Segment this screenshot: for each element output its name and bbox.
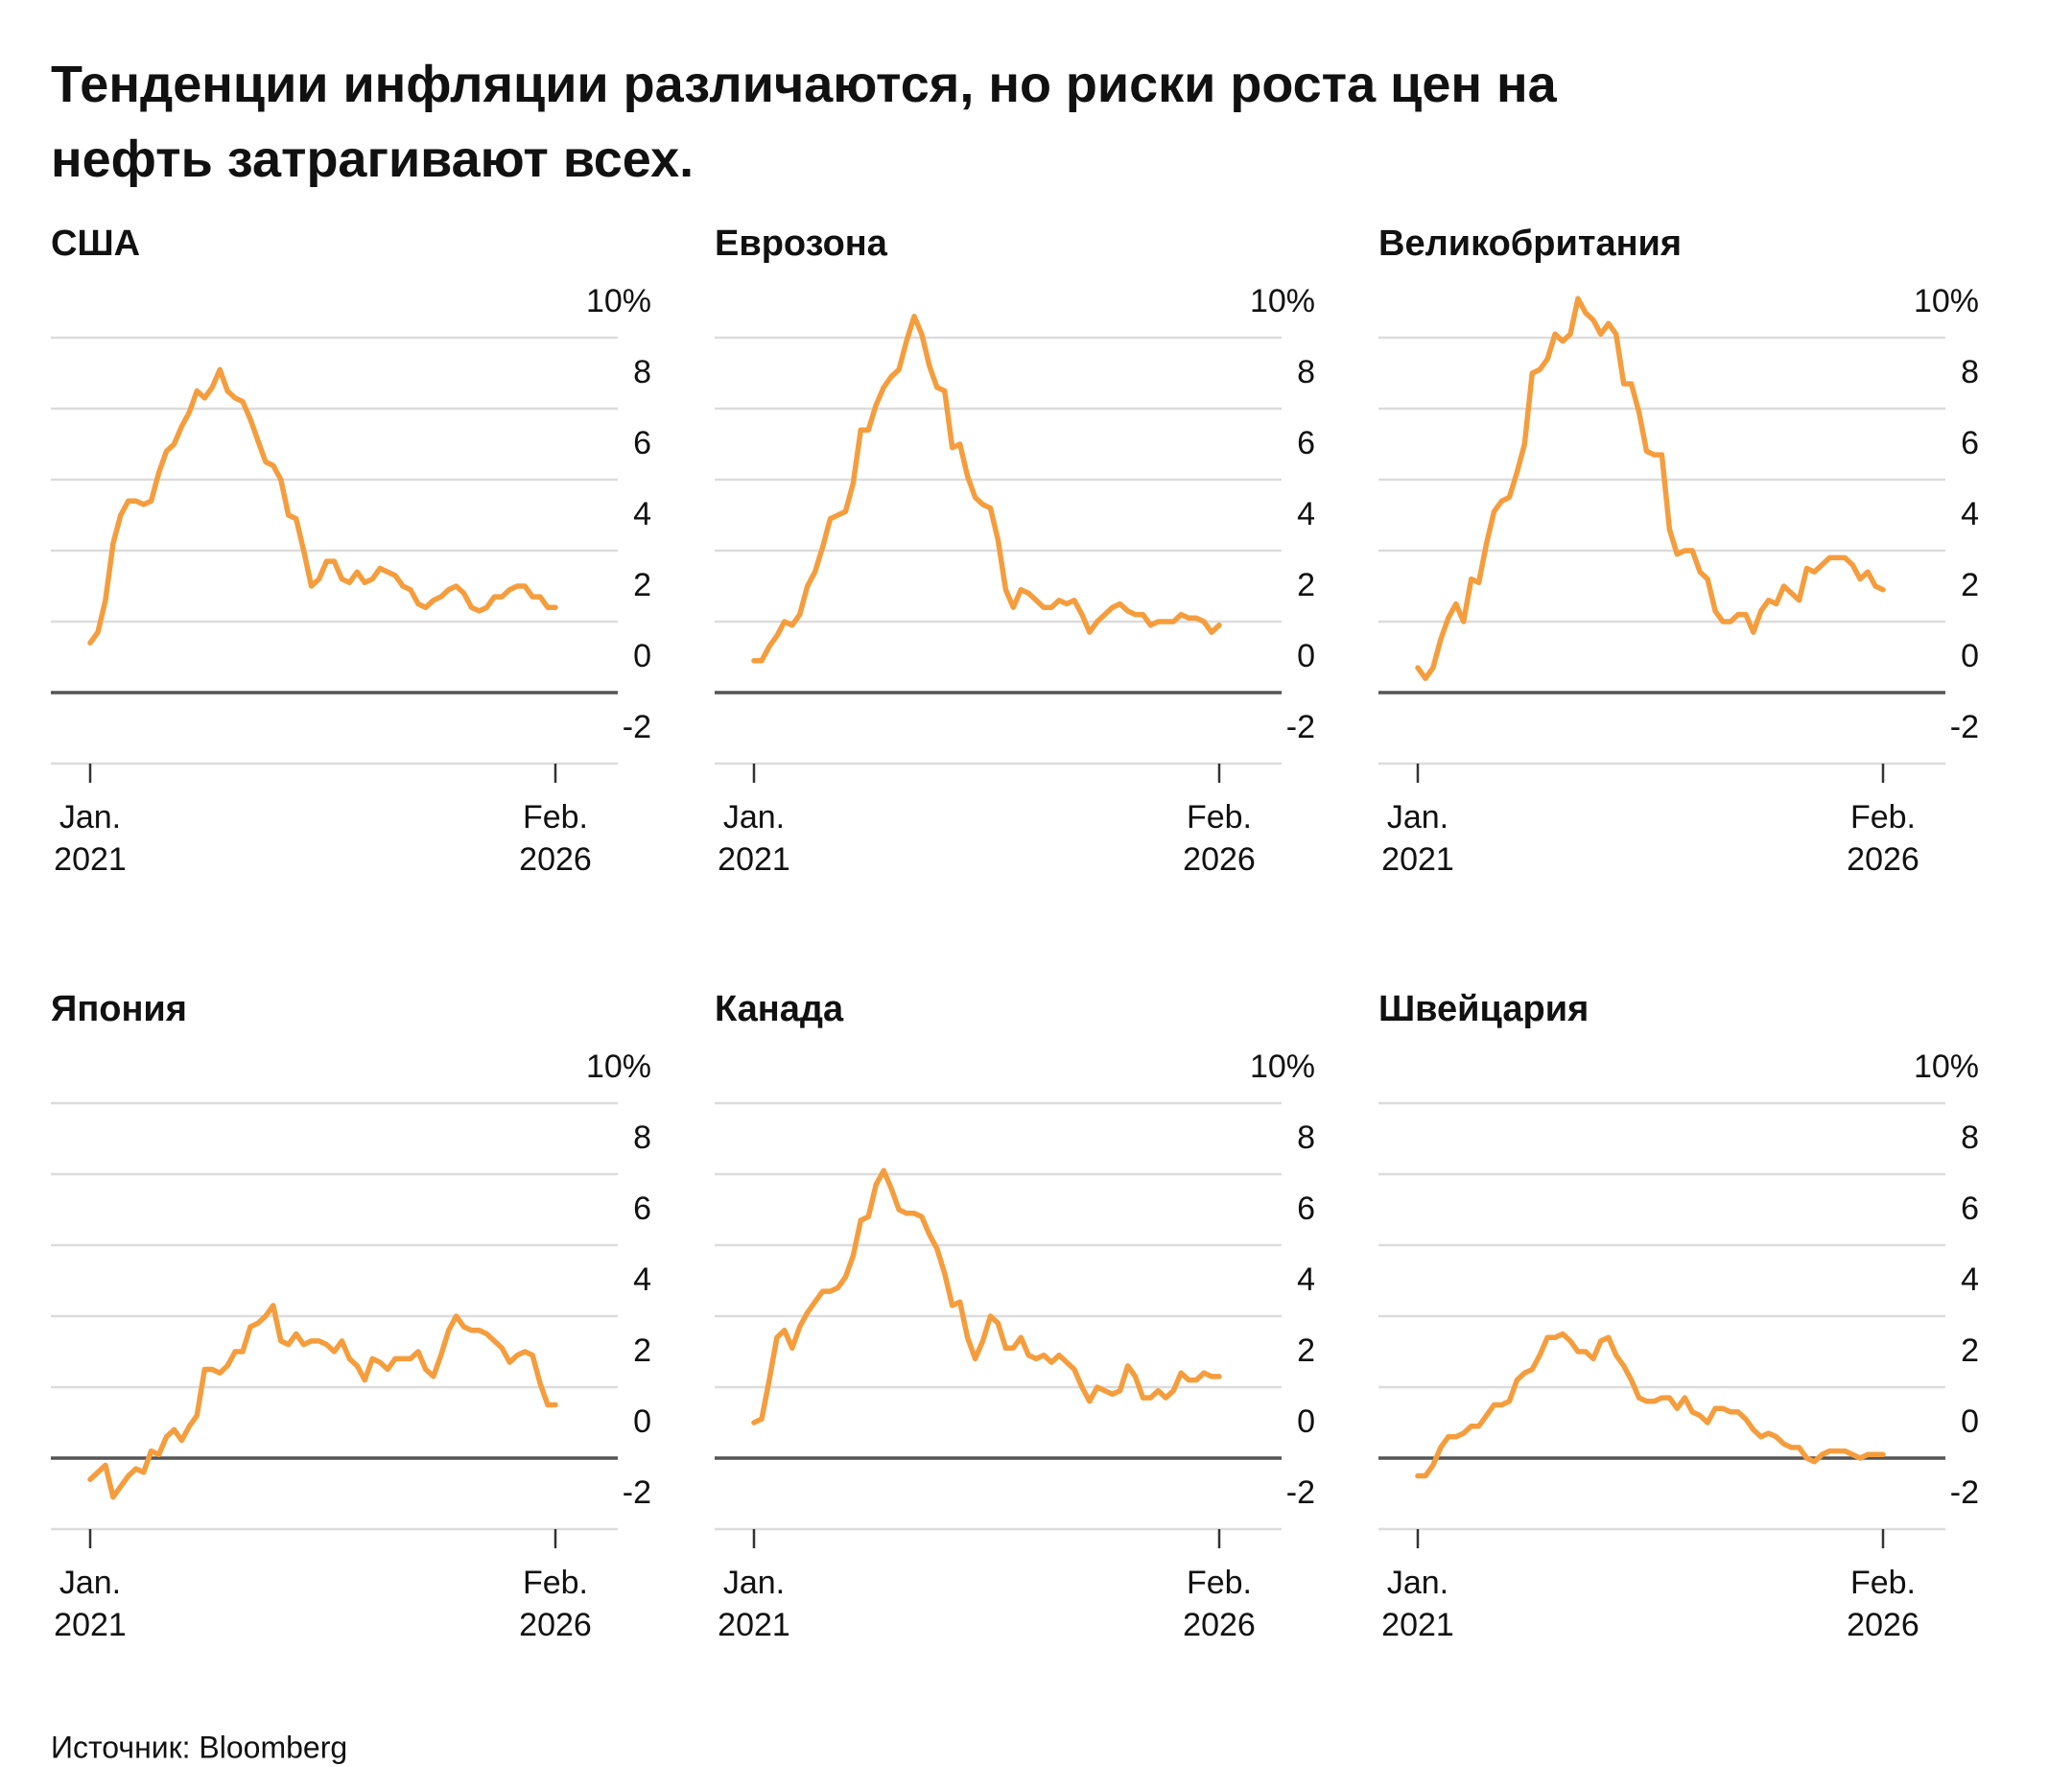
- y-tick-label: 10%: [586, 283, 651, 319]
- y-tick-label: 6: [1297, 425, 1315, 461]
- y-tick-label: 2: [1297, 567, 1315, 603]
- y-tick-label: 10%: [586, 1048, 651, 1085]
- y-tick-label: -2: [1950, 1474, 1979, 1511]
- y-tick-label: 0: [1297, 1403, 1315, 1440]
- x-tick-label: Jan. 2021: [1381, 799, 1454, 878]
- x-tick-label: Jan. 2021: [718, 799, 790, 878]
- y-tick-label: 6: [1961, 1190, 1979, 1227]
- y-tick-label: 4: [1961, 496, 1979, 532]
- y-tick-label: 6: [633, 1190, 651, 1227]
- x-tick-label: Feb. 2026: [519, 1565, 592, 1643]
- x-tick-label: Feb. 2026: [1183, 799, 1256, 878]
- x-tick-label: Feb. 2026: [519, 799, 592, 878]
- y-tick-label: -2: [1950, 709, 1979, 745]
- x-tick-label: Feb. 2026: [1183, 1565, 1256, 1643]
- y-tick-label: 2: [633, 567, 651, 603]
- y-tick-label: 10%: [1914, 1048, 1979, 1085]
- y-tick-label: 4: [1961, 1261, 1979, 1298]
- data-line: [1415, 295, 1886, 681]
- y-tick-label: 6: [1297, 1190, 1315, 1227]
- y-tick-label: 8: [1961, 1119, 1979, 1156]
- x-tick-label: Feb. 2026: [1847, 799, 1919, 878]
- panel-title: Япония: [51, 989, 187, 1029]
- y-tick-label: 2: [1297, 1332, 1315, 1369]
- y-tick-label: 2: [633, 1332, 651, 1369]
- y-tick-label: -2: [1286, 709, 1315, 745]
- main-title: Тенденции инфляции различаются, но риски…: [51, 56, 1558, 188]
- y-tick-label: 8: [1961, 354, 1979, 390]
- x-tick-label: Jan. 2021: [718, 1565, 790, 1643]
- y-tick-label: 4: [1297, 496, 1315, 532]
- panel-title: Великобритания: [1378, 224, 1682, 264]
- data-line: [87, 1303, 558, 1500]
- y-tick-label: 6: [633, 425, 651, 461]
- panel-title: Канада: [715, 989, 844, 1029]
- y-tick-label: -2: [623, 709, 651, 745]
- x-tick-label: Jan. 2021: [1381, 1565, 1454, 1643]
- y-tick-label: 2: [1961, 567, 1979, 603]
- x-tick-label: Jan. 2021: [54, 799, 127, 878]
- panel-title: США: [51, 224, 140, 264]
- y-tick-label: 6: [1961, 425, 1979, 461]
- y-tick-label: 0: [1961, 638, 1979, 674]
- y-tick-label: 0: [1297, 638, 1315, 674]
- y-tick-label: 0: [633, 638, 651, 674]
- y-tick-label: 0: [1961, 1403, 1979, 1440]
- y-tick-label: 4: [1297, 1261, 1315, 1298]
- panel-title: Швейцария: [1378, 989, 1589, 1029]
- y-tick-label: -2: [1286, 1474, 1315, 1511]
- data-line: [87, 366, 558, 646]
- y-tick-label: 4: [633, 496, 651, 532]
- data-line: [1415, 1331, 1886, 1479]
- y-tick-label: 10%: [1914, 283, 1979, 319]
- x-tick-label: Jan. 2021: [54, 1565, 127, 1643]
- y-tick-label: 10%: [1250, 1048, 1315, 1085]
- data-line: [751, 1167, 1222, 1425]
- y-tick-label: 8: [633, 1119, 651, 1156]
- panel-title: Еврозона: [715, 224, 888, 264]
- y-tick-label: 8: [633, 354, 651, 390]
- y-tick-label: 4: [633, 1261, 651, 1298]
- data-line: [751, 314, 1222, 664]
- y-tick-label: 8: [1297, 1119, 1315, 1156]
- y-tick-label: 2: [1961, 1332, 1979, 1369]
- source: Источник: Bloomberg: [51, 1730, 347, 1764]
- y-tick-label: -2: [623, 1474, 651, 1511]
- y-tick-label: 0: [633, 1403, 651, 1440]
- x-tick-label: Feb. 2026: [1847, 1565, 1919, 1643]
- y-tick-label: 10%: [1250, 283, 1315, 319]
- y-tick-label: 8: [1297, 354, 1315, 390]
